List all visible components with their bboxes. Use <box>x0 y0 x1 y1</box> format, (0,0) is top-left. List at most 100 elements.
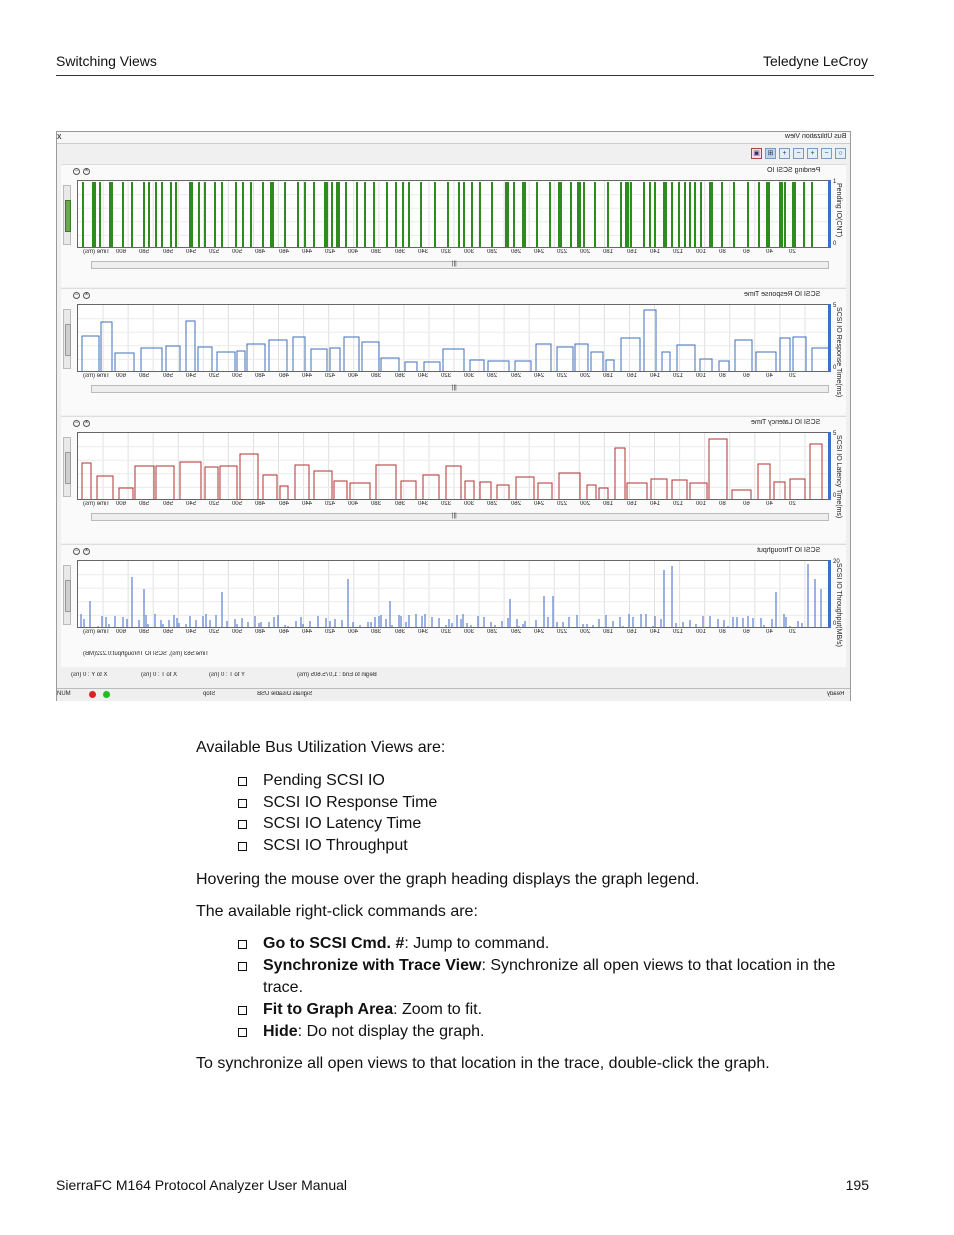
collapse-icon[interactable]: − <box>73 420 80 427</box>
response-bar <box>661 351 671 371</box>
x-tick-label: 360 <box>394 629 405 635</box>
response-bar <box>605 359 615 371</box>
close-icon[interactable]: x <box>57 131 62 141</box>
graph-title[interactable]: SCSI IO Throughput <box>756 547 820 554</box>
response-bar <box>718 360 730 371</box>
pending-bar <box>709 182 713 247</box>
x-tick-label: 20 <box>789 373 796 379</box>
x-tick-label: 560 <box>162 249 173 255</box>
pending-bar <box>549 182 551 247</box>
collapse-icon[interactable]: − <box>73 292 80 299</box>
pending-bar <box>82 182 84 247</box>
y-max-label: 20 <box>833 559 840 565</box>
graph-plot-area[interactable] <box>77 180 829 248</box>
x-tick-label: 200 <box>580 501 591 507</box>
horizontal-scrollbar[interactable]: ||| <box>91 261 829 269</box>
zoom-out-icon[interactable]: − <box>793 148 804 159</box>
response-bar <box>165 345 181 371</box>
x-tick-label: 600 <box>116 501 127 507</box>
response-bar <box>81 462 92 499</box>
checkbox-bullet-icon <box>238 962 247 971</box>
checkbox-bullet-icon <box>238 777 247 786</box>
pending-bar <box>420 182 422 247</box>
pending-bar <box>434 182 436 247</box>
pending-bar <box>161 182 163 247</box>
close-panel-icon[interactable]: × <box>83 548 90 555</box>
pending-bar <box>694 182 696 247</box>
scroll-grip: ||| <box>452 385 457 391</box>
command-name: Synchronize with Trace View <box>263 957 482 974</box>
horizontal-scrollbar[interactable]: ||| <box>91 385 829 393</box>
response-bar <box>734 339 753 371</box>
collapse-icon[interactable]: − <box>73 168 80 175</box>
pending-bar <box>214 182 216 247</box>
x-tick-label: 480 <box>255 373 266 379</box>
close-panel-icon[interactable]: × <box>83 168 90 175</box>
collapse-icon[interactable]: − <box>73 548 80 555</box>
vertical-scrollbar[interactable] <box>63 309 71 369</box>
vertical-scrollbar[interactable] <box>63 437 71 497</box>
graph-cursor-bar[interactable] <box>828 432 831 500</box>
views-intro: Available Bus Utilization Views are: <box>196 739 446 756</box>
signals-label: Signals Disable USB <box>257 691 313 697</box>
x-tick-label: 280 <box>487 373 498 379</box>
graph-plot-area[interactable] <box>77 432 829 500</box>
graph-title[interactable]: Pending SCSI IO <box>766 167 820 174</box>
scroll-grip: ||| <box>452 513 457 519</box>
close-panel-icon[interactable]: × <box>83 292 90 299</box>
x-tick-label: 300 <box>464 629 475 635</box>
graph-cursor-bar[interactable] <box>828 560 831 628</box>
horizontal-scrollbar[interactable]: ||| <box>91 513 829 521</box>
record-indicator-icon <box>89 691 96 698</box>
pending-bar <box>386 182 388 247</box>
x-tick-label: 100 <box>696 629 707 635</box>
graph-cursor-bar[interactable] <box>828 180 831 248</box>
zoom-reset-icon[interactable]: ○ <box>835 148 846 159</box>
fit-icon[interactable]: ⊞ <box>765 148 776 159</box>
x-tick-label: 20 <box>789 629 796 635</box>
pending-bar <box>733 182 735 247</box>
close-panel-icon[interactable]: × <box>83 420 90 427</box>
graph-title[interactable]: SCSI IO Latency Time <box>750 419 820 426</box>
vertical-scrollbar[interactable] <box>63 185 71 245</box>
run-indicator-icon <box>103 691 110 698</box>
status-bar: NUM Stop Signals Disable USB Ready <box>57 688 850 701</box>
x-tick-label: 520 <box>209 629 220 635</box>
x-tick-label: 420 <box>325 373 336 379</box>
response-bar <box>96 475 114 499</box>
pending-bar <box>583 182 585 247</box>
response-bar <box>294 464 310 499</box>
x-tick-label: 460 <box>278 373 289 379</box>
response-bar <box>422 474 440 499</box>
pending-bar <box>250 182 252 247</box>
x-tick-label: 420 <box>325 629 336 635</box>
x-tick-label: 520 <box>209 249 220 255</box>
x-tick-label: 480 <box>255 501 266 507</box>
x-axis-label: Time (ms) <box>83 629 110 635</box>
y-max-label: 5 <box>833 303 837 309</box>
graph-cursor-bar[interactable] <box>828 304 831 372</box>
response-bar <box>134 465 155 499</box>
vertical-scrollbar[interactable] <box>63 565 71 625</box>
zoom-in-icon[interactable]: + <box>807 148 818 159</box>
response-bar <box>731 489 752 499</box>
x-tick-label: 580 <box>139 501 150 507</box>
x-tick-label: 560 <box>162 373 173 379</box>
zoom-in-icon[interactable]: + <box>779 148 790 159</box>
graph-title[interactable]: SCSI IO Response Time <box>743 291 820 298</box>
response-bar <box>185 320 196 371</box>
graph-plot-area[interactable] <box>77 304 829 372</box>
y-axis-label: SCSI IO Latency Time(ms) <box>835 435 842 519</box>
graph-plot-area[interactable] <box>77 560 829 628</box>
pending-bar <box>671 182 673 247</box>
export-icon[interactable]: ▣ <box>751 148 762 159</box>
pending-bar <box>792 182 796 247</box>
pending-bar <box>630 182 632 247</box>
x-tick-label: 460 <box>278 501 289 507</box>
command-list-item: Go to SCSI Cmd. #: Jump to command. <box>263 935 549 953</box>
response-bar <box>671 479 688 499</box>
pending-bar <box>122 182 124 247</box>
zoom-out-icon[interactable]: − <box>821 148 832 159</box>
x-tick-label: 540 <box>185 249 196 255</box>
command-list-item: Fit to Graph Area: Zoom to fit. <box>263 1001 482 1019</box>
